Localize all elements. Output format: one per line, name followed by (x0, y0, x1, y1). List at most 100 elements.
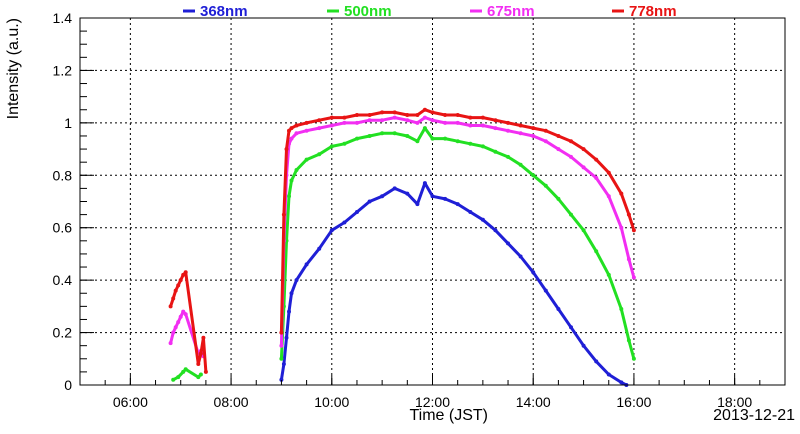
data-point-368nm (455, 202, 460, 207)
data-point-778nm (178, 278, 183, 283)
data-point-675nm (181, 309, 186, 314)
series-line-368nm (279, 181, 628, 387)
data-point-500nm (480, 144, 485, 149)
data-point-778nm (556, 134, 561, 138)
grid (80, 18, 785, 385)
data-point-675nm (392, 115, 397, 120)
y-tick-label: 0 (64, 377, 72, 393)
data-point-500nm (430, 136, 435, 141)
data-point-368nm (304, 262, 309, 267)
data-point-675nm (543, 139, 548, 144)
x-tick-label: 16:00 (616, 394, 651, 410)
data-point-778nm (380, 110, 385, 115)
data-point-778nm (168, 304, 173, 309)
data-point-500nm (506, 154, 510, 159)
data-point-675nm (329, 123, 334, 128)
date-label: 2013-12-21 (713, 407, 795, 424)
data-point-500nm (518, 162, 523, 167)
data-point-778nm (543, 128, 548, 133)
data-point-778nm (631, 228, 636, 233)
data-point-778nm (506, 120, 510, 125)
data-point-368nm (581, 343, 586, 348)
data-point-778nm (468, 115, 473, 120)
data-point-675nm (380, 118, 385, 123)
data-point-675nm (342, 120, 347, 125)
data-point-500nm (455, 139, 460, 144)
data-point-778nm (203, 369, 208, 374)
data-point-368nm (415, 202, 420, 207)
data-point-500nm (367, 134, 372, 138)
series-line-500nm (279, 126, 636, 360)
data-point-778nm (422, 107, 427, 112)
data-point-675nm (455, 120, 460, 125)
data-point-368nm (569, 325, 573, 330)
data-point-675nm (176, 320, 181, 325)
data-point-368nm (506, 241, 510, 246)
y-tick-label: 1.4 (53, 10, 73, 26)
data-point-778nm (329, 115, 334, 120)
data-point-500nm (556, 196, 561, 201)
legend-label-778nm: 778nm (629, 3, 677, 20)
data-point-368nm (594, 359, 599, 364)
data-point-675nm (493, 126, 498, 131)
data-point-778nm (176, 283, 181, 288)
data-point-675nm (304, 128, 309, 133)
data-point-778nm (294, 123, 299, 128)
data-point-368nm (468, 210, 473, 214)
data-point-368nm (443, 196, 448, 201)
data-point-368nm (279, 377, 284, 382)
legend-label-500nm: 500nm (344, 3, 392, 20)
data-point-368nm (422, 181, 427, 186)
series-675nm (168, 115, 636, 359)
data-point-778nm (201, 335, 206, 340)
data-point-778nm (405, 113, 410, 117)
data-point-368nm (619, 380, 624, 385)
data-point-500nm (198, 372, 203, 377)
data-point-675nm (422, 115, 427, 120)
data-point-675nm (531, 134, 536, 138)
data-point-778nm (443, 113, 448, 117)
y-tick-label: 0.2 (53, 325, 73, 341)
data-point-675nm (631, 275, 636, 280)
data-point-500nm (171, 377, 176, 382)
data-point-500nm (468, 141, 473, 146)
data-point-778nm (455, 113, 460, 117)
data-point-778nm (279, 330, 284, 335)
series-368nm (279, 181, 629, 387)
data-point-368nm (281, 362, 286, 366)
data-point-675nm (168, 341, 173, 346)
data-point-500nm (196, 375, 201, 380)
series-line-675nm (169, 310, 205, 357)
data-point-778nm (493, 118, 498, 123)
data-point-778nm (367, 113, 372, 117)
data-point-500nm (415, 139, 420, 144)
y-tick-label: 0.4 (53, 272, 73, 288)
x-tick-label: 10:00 (314, 394, 349, 410)
data-point-778nm (284, 147, 289, 152)
data-point-500nm (626, 338, 631, 343)
data-point-778nm (181, 272, 186, 277)
data-point-778nm (342, 115, 347, 120)
data-point-368nm (405, 191, 410, 196)
data-point-675nm (317, 126, 322, 131)
data-point-500nm (569, 212, 573, 217)
data-point-778nm (289, 126, 294, 131)
data-point-778nm (518, 123, 523, 128)
data-point-500nm (287, 194, 291, 199)
data-point-500nm (493, 149, 498, 154)
data-point-675nm (468, 123, 473, 128)
data-point-675nm (178, 314, 183, 319)
data-point-500nm (619, 307, 624, 311)
data-point-778nm (531, 126, 536, 131)
data-point-368nm (284, 335, 289, 340)
data-point-778nm (304, 120, 309, 125)
data-point-500nm (317, 152, 322, 157)
data-point-778nm (171, 296, 176, 301)
data-point-778nm (619, 191, 624, 196)
y-axis: 0 0.2 0.4 0.6 0.8 1 1.2 1.4 (53, 10, 94, 393)
data-point-368nm (329, 228, 334, 233)
x-axis-title: Time (JST) (409, 407, 488, 424)
data-point-778nm (626, 212, 631, 217)
data-point-368nm (289, 291, 294, 296)
data-point-500nm (543, 183, 548, 188)
